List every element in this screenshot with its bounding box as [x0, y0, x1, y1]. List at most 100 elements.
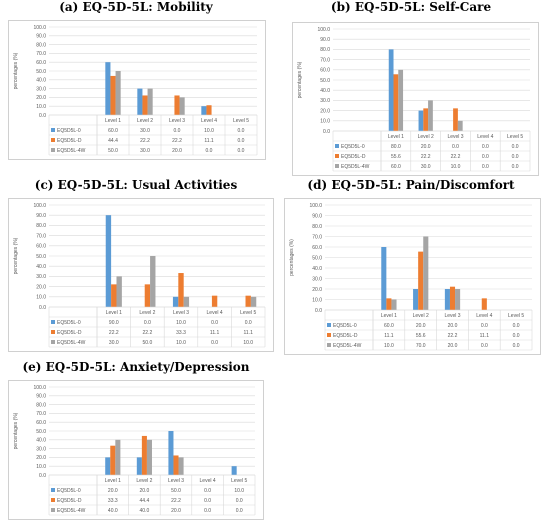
bar	[413, 289, 419, 310]
y-axis-label: percentages (%)	[297, 61, 303, 98]
legend-label: EQ5D5L-D	[333, 333, 358, 339]
x-tick-label: Level 4	[207, 310, 223, 316]
bar	[137, 88, 143, 115]
y-tick-label: 50.0	[36, 429, 46, 435]
y-tick-label: 70.0	[320, 57, 330, 63]
bar	[110, 445, 116, 475]
data-label: 0.0	[236, 498, 243, 504]
y-tick-label: 20.0	[36, 455, 46, 461]
data-label: 0.0	[512, 164, 519, 170]
y-tick-label: 60.0	[320, 68, 330, 74]
bar	[428, 100, 433, 131]
data-label: 0.0	[238, 128, 245, 134]
bar	[144, 284, 151, 307]
bar	[386, 298, 392, 310]
data-label: 55.6	[391, 154, 401, 160]
y-tick-label: 100.0	[309, 203, 322, 209]
data-label: 44.4	[140, 498, 150, 504]
data-label: 0.0	[512, 154, 519, 160]
y-tick-label: 80.0	[320, 47, 330, 53]
legend-label: EQ5D5L-D	[341, 154, 366, 160]
data-label: 0.0	[482, 154, 489, 160]
x-tick-label: Level 1	[381, 313, 397, 319]
bar	[150, 256, 156, 307]
data-label: 10.0	[384, 343, 394, 349]
bar	[105, 62, 111, 115]
x-tick-label: Level 5	[507, 134, 523, 140]
bar	[115, 71, 121, 115]
y-tick-label: 60.0	[36, 420, 46, 426]
data-label: 80.0	[391, 144, 401, 150]
y-tick-label: 10.0	[320, 119, 330, 125]
x-tick-label: Level 5	[240, 310, 256, 316]
bar	[418, 251, 424, 310]
data-label: 0.0	[482, 164, 489, 170]
y-tick-label: 80.0	[36, 42, 46, 48]
bar-chart-mobility: percentages (%) 0.0 10.0 20.0 30.0 40.0 50.0 60…	[13, 25, 258, 156]
x-tick-label: Level 3	[173, 310, 189, 316]
y-tick-label: 10.0	[312, 297, 322, 303]
y-tick-label: 100.0	[33, 25, 46, 31]
data-label: 11.1	[204, 138, 214, 144]
y-axis-label: percentages (%)	[13, 412, 19, 449]
x-tick-label: Level 1	[105, 478, 121, 484]
bar	[105, 457, 111, 475]
data-label: 30.0	[421, 164, 431, 170]
y-tick-label: 50.0	[312, 255, 322, 261]
y-tick-label: 70.0	[36, 411, 46, 417]
legend-swatch	[327, 323, 331, 327]
data-label: 22.2	[172, 138, 182, 144]
data-label: 22.2	[448, 333, 458, 339]
data-label: 30.0	[140, 148, 150, 154]
data-label: 44.4	[108, 138, 118, 144]
data-label: 0.0	[513, 343, 520, 349]
chart-title: (b) EQ-5D-5L: Self-Care	[330, 0, 492, 14]
bar	[172, 296, 179, 307]
data-label: 20.0	[421, 144, 431, 150]
data-label: 30.0	[140, 128, 150, 134]
bar	[481, 298, 487, 310]
bar	[449, 286, 456, 310]
data-label: 60.0	[384, 323, 394, 329]
data-label: 11.1	[210, 330, 220, 336]
y-tick-label: 100.0	[317, 27, 330, 33]
bar	[116, 276, 122, 307]
bar	[206, 105, 212, 115]
y-axis-label: percentages (%)	[13, 237, 19, 274]
y-tick-label: 0.0	[39, 473, 46, 479]
data-label: 0.0	[513, 333, 520, 339]
data-label: 20.0	[448, 323, 458, 329]
data-label: 22.2	[171, 498, 181, 504]
bar	[423, 236, 429, 310]
bar	[250, 296, 257, 307]
data-label: 0.0	[206, 148, 213, 154]
y-tick-label: 30.0	[320, 98, 330, 104]
x-tick-label: Level 2	[136, 478, 152, 484]
y-tick-label: 0.0	[39, 305, 46, 311]
chart-title: (a) EQ-5D-5L: Mobility	[59, 0, 213, 14]
data-label: 50.0	[171, 488, 181, 494]
panel-pain-discomfort: (d) EQ-5D-5L: Pain/Discomfort percentage…	[280, 178, 542, 358]
y-tick-label: 100.0	[33, 203, 46, 209]
x-tick-label: Level 2	[413, 313, 429, 319]
data-label: 60.0	[391, 164, 401, 170]
x-tick-label: Level 4	[200, 478, 216, 484]
bar	[115, 439, 121, 475]
x-tick-label: Level 2	[137, 118, 153, 124]
y-tick-label: 10.0	[36, 295, 46, 301]
bar-chart-anxiety-depression: percentages (%) 0.0 10.0 20.0 30.0 40.0 50.0 60…	[13, 385, 256, 516]
data-label: 0.0	[482, 144, 489, 150]
y-tick-label: 50.0	[320, 78, 330, 84]
data-label: 0.0	[481, 343, 488, 349]
bar	[455, 289, 461, 310]
legend-label: EQ5D5L-D	[57, 498, 82, 504]
legend-label: EQ5D5L-D	[57, 330, 82, 336]
y-tick-label: 20.0	[36, 284, 46, 290]
data-label: 11.1	[480, 333, 490, 339]
data-label: 22.2	[143, 330, 153, 336]
data-label: 20.0	[172, 148, 182, 154]
y-tick-label: 80.0	[312, 224, 322, 230]
data-label: 0.0	[238, 148, 245, 154]
x-tick-label: Level 4	[477, 134, 493, 140]
data-label: 0.0	[211, 320, 218, 326]
